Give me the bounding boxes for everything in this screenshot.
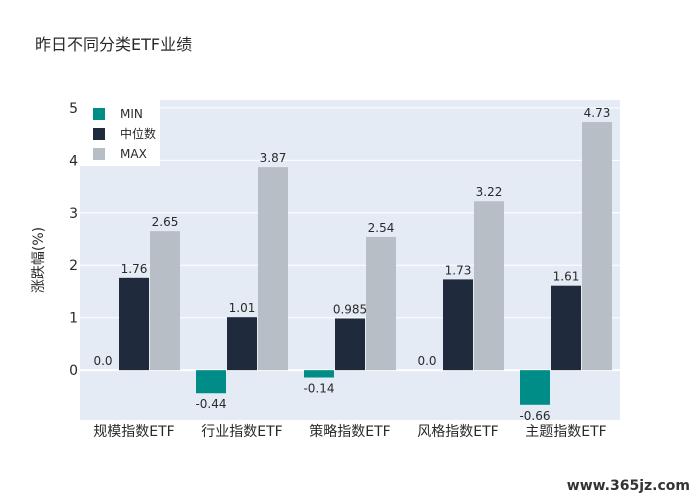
data-label: -0.66 — [519, 409, 550, 423]
bar — [443, 279, 473, 371]
bar — [335, 318, 365, 371]
x-tick-label: 规模指数ETF — [93, 424, 174, 440]
data-label: 0.0 — [93, 354, 112, 368]
data-label: 1.61 — [553, 270, 580, 284]
watermark: www.365jz.com — [567, 478, 690, 494]
bar — [150, 231, 180, 371]
x-tick-label: 行业指数ETF — [201, 424, 282, 440]
data-label: 0.985 — [333, 302, 367, 316]
y-axis-label: 涨跌幅(%) — [31, 227, 47, 293]
data-label: -0.14 — [303, 382, 334, 396]
data-label: 1.76 — [121, 262, 148, 276]
bar — [474, 201, 504, 371]
y-tick-label: 0 — [69, 363, 78, 379]
legend-label: MIN — [120, 107, 143, 121]
data-label: 1.73 — [445, 263, 472, 277]
bar — [119, 277, 149, 371]
data-label: 3.87 — [260, 151, 287, 165]
x-tick-label: 策略指数ETF — [309, 423, 390, 440]
legend-label: MAX — [120, 147, 147, 161]
bar — [258, 167, 288, 371]
bar — [227, 317, 257, 371]
data-labels: 0.0 1.76 2.65 -0.44 1.01 3.87 -0.14 0.985 2.54 0.… — [93, 106, 610, 423]
bar — [304, 370, 334, 378]
legend-swatch — [93, 148, 105, 160]
data-label: 4.73 — [584, 106, 611, 120]
y-tick-label: 5 — [69, 101, 78, 117]
legend-label: 中位数 — [120, 126, 156, 141]
legend: MIN 中位数 MAX — [80, 100, 160, 166]
y-axis-ticks: 0 1 2 3 4 5 — [69, 101, 78, 379]
x-axis-ticks: 规模指数ETF 行业指数ETF 策略指数ETF 风格指数ETF 主题指数ETF — [93, 423, 606, 440]
legend-swatch — [93, 108, 105, 120]
x-tick-label: 风格指数ETF — [417, 424, 498, 440]
y-tick-label: 1 — [69, 311, 78, 327]
y-tick-label: 2 — [69, 258, 78, 274]
data-label: 1.01 — [229, 301, 256, 315]
data-label: 3.22 — [476, 185, 503, 199]
data-label: 0.0 — [417, 354, 436, 368]
x-tick-label: 主题指数ETF — [525, 424, 606, 440]
chart-title: 昨日不同分类ETF业绩 — [35, 35, 192, 54]
legend-swatch — [93, 128, 105, 140]
bar — [582, 122, 612, 371]
data-label: 2.54 — [368, 221, 395, 235]
bar — [196, 370, 226, 394]
bars — [119, 122, 612, 405]
data-label: -0.44 — [195, 397, 226, 411]
bar — [520, 370, 550, 405]
bar — [366, 236, 396, 371]
data-label: 2.65 — [152, 215, 179, 229]
bar — [551, 285, 581, 371]
y-tick-label: 4 — [69, 153, 78, 169]
y-tick-label: 3 — [69, 206, 78, 222]
